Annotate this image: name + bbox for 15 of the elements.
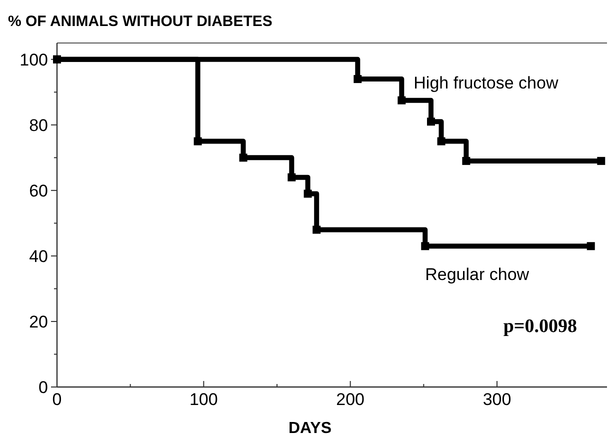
x-tick-label: 200 bbox=[336, 390, 365, 409]
series-label: Regular chow bbox=[425, 265, 530, 284]
series-label: High fructose chow bbox=[414, 73, 559, 92]
y-tick-label: 0 bbox=[38, 378, 48, 397]
y-tick-label: 60 bbox=[29, 181, 48, 200]
y-axis-title: % OF ANIMALS WITHOUT DIABETES bbox=[8, 13, 272, 30]
x-tick-label: 100 bbox=[189, 390, 218, 409]
y-tick-label: 80 bbox=[29, 116, 48, 135]
y-tick-label: 100 bbox=[20, 50, 48, 70]
x-axis-title: DAYS bbox=[288, 420, 332, 437]
y-tick-label: 20 bbox=[29, 312, 48, 332]
annotation: p=0.0098 bbox=[503, 316, 577, 337]
x-tick-label: 300 bbox=[482, 390, 512, 409]
x-tick-label: 0 bbox=[52, 390, 62, 409]
y-tick-label: 40 bbox=[29, 246, 48, 266]
